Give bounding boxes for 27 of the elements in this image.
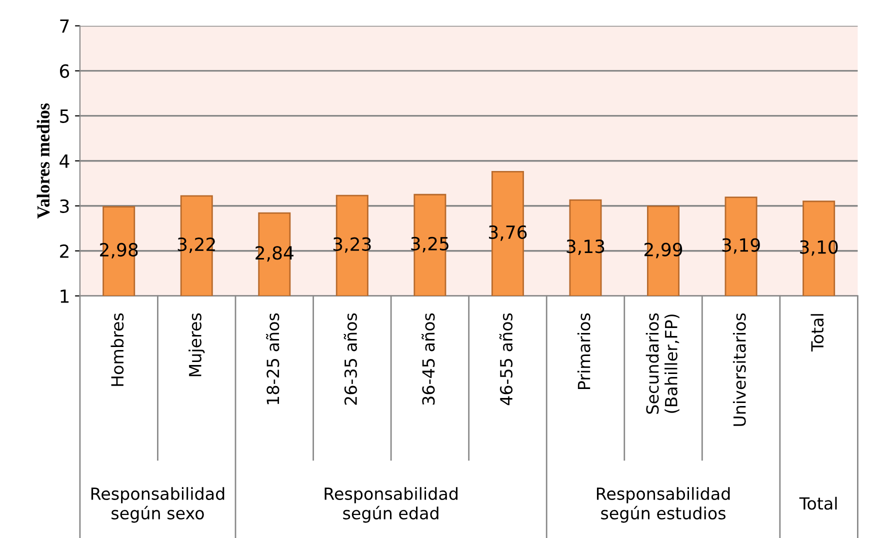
x-tick-label: 46-55 años xyxy=(499,313,513,406)
x-tick-label: Total xyxy=(810,314,824,352)
x-tick-label: Secundarios (Bahiller,FP) xyxy=(646,313,680,414)
data-label: 3,10 xyxy=(800,240,838,256)
x-tick-label: 18-25 años xyxy=(266,313,280,404)
text: Total xyxy=(799,496,837,510)
y-tick-label: 6 xyxy=(60,64,70,78)
data-label: 2,99 xyxy=(644,242,682,258)
x-tick-label: 26-35 años xyxy=(344,313,357,405)
x-tick-label: Hombres xyxy=(110,313,124,386)
y-tick-label: 3 xyxy=(60,199,69,213)
text: Responsabilidad según sexo xyxy=(91,487,224,523)
y-axis-title: Valores medios xyxy=(36,103,50,219)
y-tick-label: 1 xyxy=(60,290,69,303)
x-tick-label: 36-45 años xyxy=(422,313,435,405)
data-label: 2,98 xyxy=(100,242,138,258)
y-tick-label: 2 xyxy=(60,244,68,258)
y-tick-label: 7 xyxy=(60,20,69,33)
x-tick-label: Primarios xyxy=(577,313,590,389)
text: Responsabilidad según edad xyxy=(324,487,458,523)
x-tick-label: Mujeres xyxy=(188,313,205,376)
data-label: 3,13 xyxy=(566,240,604,256)
y-tick-label: 4 xyxy=(60,154,70,168)
y-tick-label: 5 xyxy=(60,110,69,123)
x-tick-label: Universitarios xyxy=(732,313,746,426)
data-label: 2,84 xyxy=(256,246,294,262)
text: Responsabilidad según estudios xyxy=(596,487,730,523)
